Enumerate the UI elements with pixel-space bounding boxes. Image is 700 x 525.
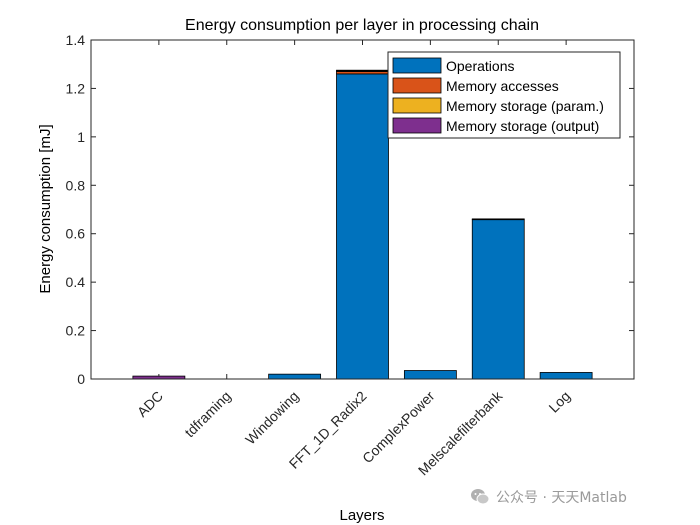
legend-label: Memory storage (output) — [446, 118, 599, 134]
y-tick-label: 0.4 — [66, 274, 86, 290]
legend: Operations Memory accesses Memory storage … — [387, 51, 621, 139]
bar-Melscalefilterbank-0 — [471, 219, 525, 380]
legend-label: Operations — [446, 58, 514, 74]
x-tick-label: Windowing — [242, 388, 302, 448]
y-tick-label: 0.8 — [66, 177, 86, 193]
y-tick-label: 0.6 — [66, 226, 86, 242]
legend-swatch — [392, 77, 442, 94]
watermark: 公众号 · 天天Matlab — [470, 485, 685, 509]
bar-Windowing-0 — [268, 373, 322, 380]
y-axis-label: Energy consumption [mJ] — [37, 124, 54, 293]
wechat-icon — [471, 489, 490, 505]
y-tick-label: 1.4 — [66, 32, 86, 48]
x-tick-label: Log — [545, 388, 573, 416]
legend-swatch — [392, 97, 442, 114]
bar-Log-0 — [539, 372, 593, 380]
chart-title: Energy consumption per layer in processi… — [185, 17, 539, 34]
y-tick-label: 0.2 — [66, 323, 86, 339]
watermark-text: 公众号 · 天天Matlab — [496, 490, 627, 506]
x-axis-label: Layers — [339, 507, 384, 524]
bar-FFT_1D_Radix2-3 — [336, 69, 389, 72]
legend-label: Memory storage (param.) — [446, 98, 604, 114]
legend-swatch — [392, 117, 442, 134]
bar-ComplexPower-0 — [403, 370, 457, 380]
y-tick-label: 0 — [77, 371, 85, 387]
x-tick-label: ADC — [134, 388, 166, 420]
y-tick-label: 1.2 — [66, 80, 86, 96]
bar-Melscalefilterbank-1 — [471, 218, 525, 221]
legend-swatch — [392, 57, 442, 74]
x-tick-label: ComplexPower — [359, 388, 438, 467]
bar-FFT_1D_Radix2-0 — [336, 73, 389, 380]
x-tick-label: tdframing — [181, 388, 234, 441]
plot-frame — [90, 39, 635, 380]
legend-label: Memory accesses — [446, 78, 559, 94]
y-tick-label: 1 — [77, 129, 85, 145]
